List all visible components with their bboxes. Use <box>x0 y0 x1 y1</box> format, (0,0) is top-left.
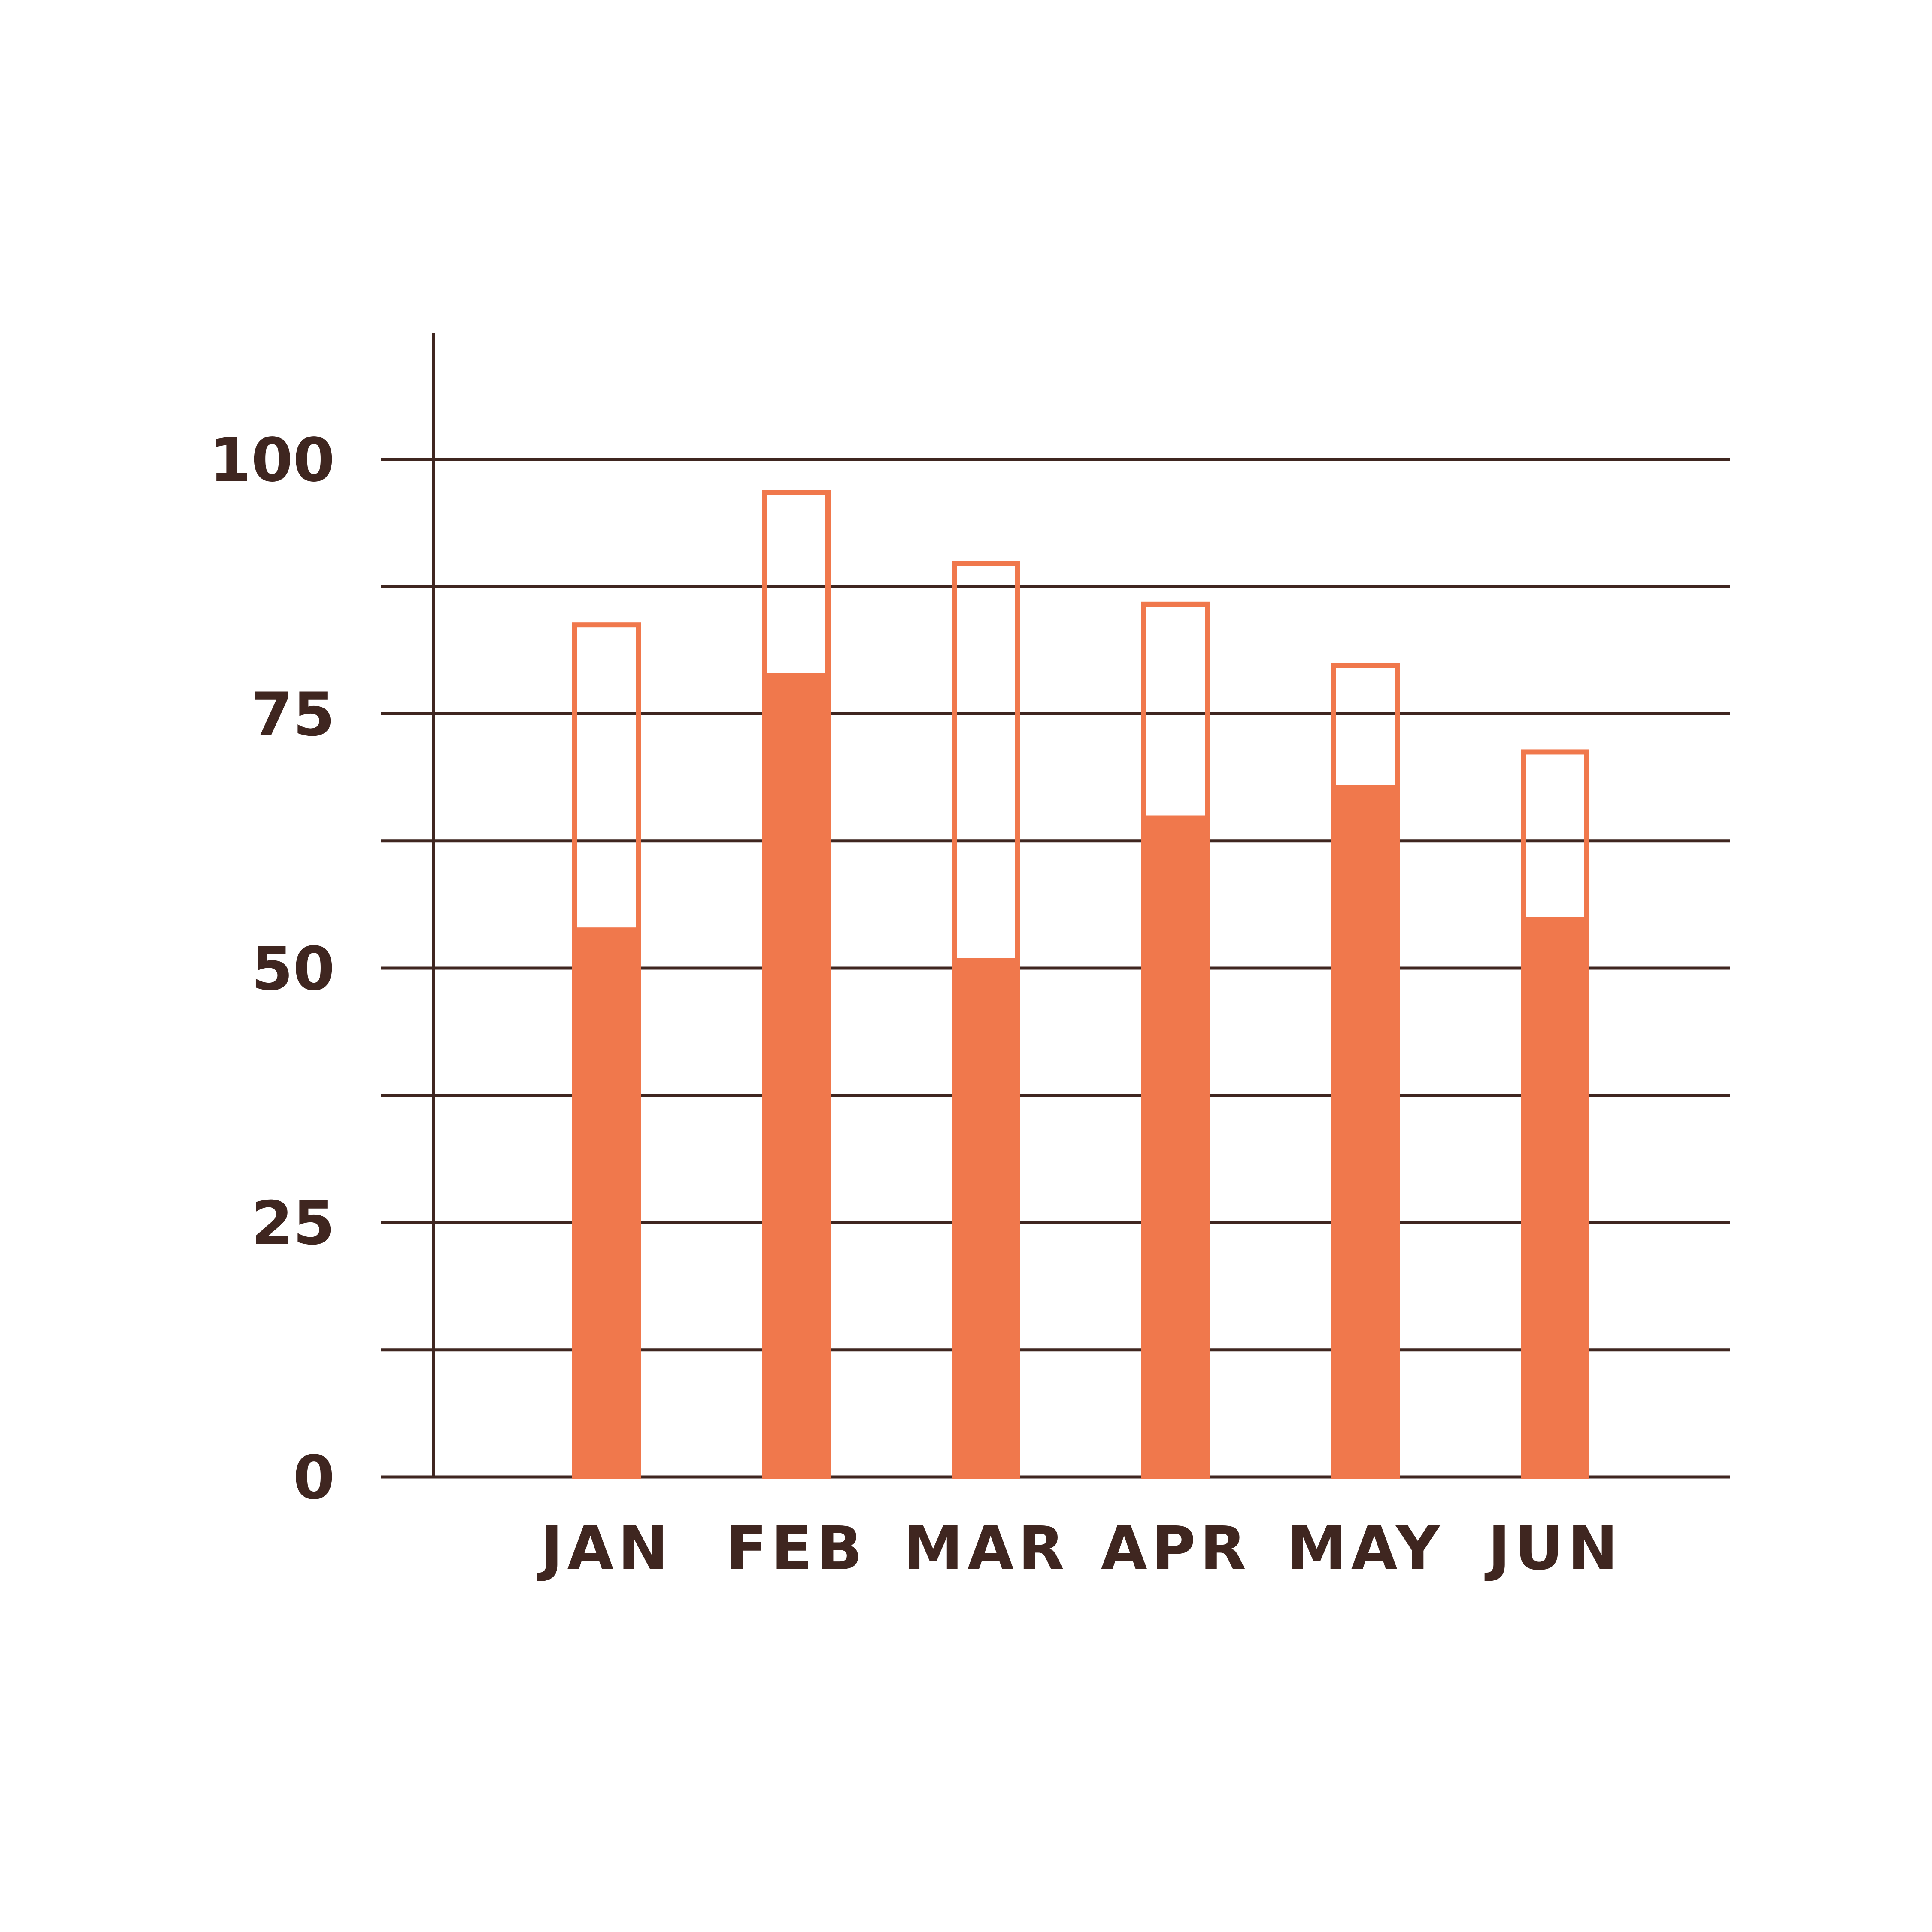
x-category-label: JUN <box>1485 1514 1623 1584</box>
y-tick-labels: 0 25 50 75 100 <box>209 425 335 1513</box>
y-tick-label: 100 <box>209 425 335 495</box>
bar-filled-jun <box>1521 917 1589 1477</box>
bar-filled-jan <box>572 927 641 1477</box>
x-category-labels: JAN FEB MAR APR MAY JUN <box>537 1514 1623 1584</box>
bar-filled-may <box>1331 785 1400 1477</box>
x-category-label: MAY <box>1287 1514 1444 1584</box>
bar-filled-feb <box>762 673 831 1477</box>
y-tick-label: 25 <box>251 1189 335 1259</box>
y-tick-label: 75 <box>251 680 335 750</box>
x-category-label: APR <box>1101 1514 1251 1584</box>
bars <box>572 490 1589 1479</box>
bar-filled-apr <box>1141 815 1210 1477</box>
x-category-label: MAR <box>903 1514 1068 1584</box>
bar-filled-mar <box>952 958 1020 1477</box>
x-category-label: FEB <box>726 1514 867 1584</box>
y-tick-label: 0 <box>293 1443 335 1513</box>
y-tick-label: 50 <box>251 934 335 1004</box>
x-category-label: JAN <box>537 1514 673 1584</box>
